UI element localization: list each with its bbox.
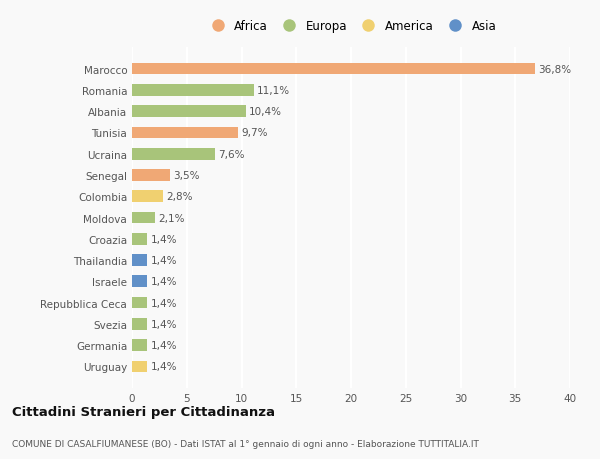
Bar — [132, 191, 163, 202]
Legend: Africa, Europa, America, Asia: Africa, Europa, America, Asia — [202, 17, 500, 37]
Text: 10,4%: 10,4% — [249, 107, 282, 117]
Bar — [132, 85, 254, 96]
Bar — [132, 106, 246, 118]
Bar — [132, 212, 155, 224]
Text: 36,8%: 36,8% — [538, 64, 571, 74]
Text: Cittadini Stranieri per Cittadinanza: Cittadini Stranieri per Cittadinanza — [12, 405, 275, 419]
Text: 1,4%: 1,4% — [151, 341, 177, 350]
Text: 1,4%: 1,4% — [151, 256, 177, 265]
Text: 2,1%: 2,1% — [158, 213, 185, 223]
Text: 3,5%: 3,5% — [173, 171, 200, 180]
Text: 1,4%: 1,4% — [151, 362, 177, 372]
Text: 1,4%: 1,4% — [151, 277, 177, 287]
Bar — [132, 297, 148, 309]
Text: 7,6%: 7,6% — [218, 149, 245, 159]
Bar — [132, 340, 148, 351]
Text: 1,4%: 1,4% — [151, 298, 177, 308]
Text: COMUNE DI CASALFIUMANESE (BO) - Dati ISTAT al 1° gennaio di ogni anno - Elaboraz: COMUNE DI CASALFIUMANESE (BO) - Dati IST… — [12, 439, 479, 448]
Text: 1,4%: 1,4% — [151, 234, 177, 244]
Text: 1,4%: 1,4% — [151, 319, 177, 329]
Bar — [132, 149, 215, 160]
Bar — [132, 318, 148, 330]
Bar — [132, 276, 148, 287]
Text: 2,8%: 2,8% — [166, 192, 193, 202]
Text: 9,7%: 9,7% — [241, 128, 268, 138]
Bar — [132, 361, 148, 372]
Bar — [132, 127, 238, 139]
Bar — [132, 170, 170, 181]
Text: 11,1%: 11,1% — [257, 86, 290, 95]
Bar — [132, 255, 148, 266]
Bar — [132, 64, 535, 75]
Bar — [132, 234, 148, 245]
